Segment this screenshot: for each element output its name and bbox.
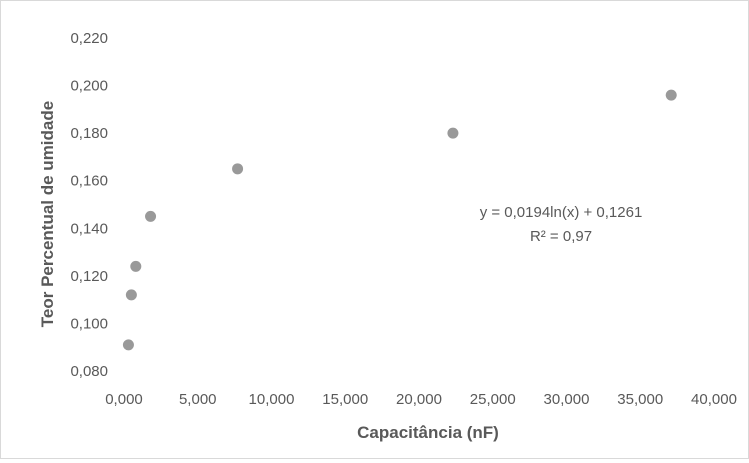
- x-tick-label: 20,000: [396, 391, 442, 408]
- r-squared-label: R² = 0,97: [530, 228, 592, 245]
- data-point: [122, 339, 134, 351]
- data-point: [447, 127, 459, 139]
- y-tick-label: 0,200: [70, 78, 108, 95]
- y-tick-labels: 0,080 0,100 0,120 0,140 0,160 0,180 0,200 0,220: [70, 30, 108, 380]
- y-tick-label: 0,180: [70, 125, 108, 142]
- x-tick-label: 30,000: [544, 391, 590, 408]
- data-point: [125, 289, 137, 301]
- data-points: [122, 89, 677, 351]
- y-tick-label: 0,120: [70, 268, 108, 285]
- y-axis-title: Teor Percentual de umidade: [38, 101, 57, 327]
- data-point: [232, 163, 244, 175]
- trendline-equation: y = 0,0194ln(x) + 0,1261: [480, 204, 643, 221]
- y-tick-label: 0,160: [70, 173, 108, 190]
- x-tick-label: 25,000: [470, 391, 516, 408]
- x-tick-label: 40,000: [691, 391, 737, 408]
- data-point: [145, 210, 157, 222]
- x-tick-label: 15,000: [322, 391, 368, 408]
- data-point: [130, 260, 142, 272]
- x-axis-title: Capacitância (nF): [357, 423, 499, 442]
- x-tick-labels: 0,000 5,000 10,000 15,000 20,000 25,000 30,000…: [105, 391, 737, 408]
- data-point: [665, 89, 677, 101]
- y-tick-label: 0,220: [70, 30, 108, 47]
- x-tick-label: 0,000: [105, 391, 143, 408]
- x-tick-label: 10,000: [249, 391, 295, 408]
- y-tick-label: 0,100: [70, 315, 108, 332]
- x-tick-label: 5,000: [179, 391, 217, 408]
- x-tick-label: 35,000: [617, 391, 663, 408]
- y-tick-label: 0,140: [70, 220, 108, 237]
- y-tick-label: 0,080: [70, 363, 108, 380]
